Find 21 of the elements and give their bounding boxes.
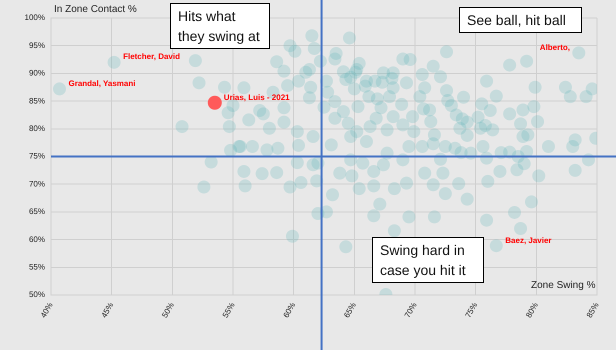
annotation: Urias, Luis - 2021 <box>224 92 290 102</box>
x-axis-title: Zone Swing % <box>531 280 596 291</box>
y-tick-label: 80% <box>28 124 45 134</box>
annotation: Hits what they swing at <box>170 3 270 49</box>
annotation: See ball, hit ball <box>459 7 582 33</box>
y-tick-label: 65% <box>28 207 45 216</box>
annotation: Grandal, Yasmani <box>68 78 136 88</box>
annotation: Alberto, <box>540 42 570 52</box>
y-tick-label: 70% <box>28 179 45 188</box>
y-tick-label: 75% <box>28 152 45 161</box>
annotation: Fletcher, David <box>123 52 180 62</box>
y-tick-label: 90% <box>28 68 45 78</box>
y-tick-label: 50% <box>28 290 45 300</box>
y-tick-label: 100% <box>24 13 45 22</box>
y-tick-label: 85% <box>28 96 45 106</box>
y-axis-title: In Zone Contact % <box>54 4 137 15</box>
annotation: Baez, Javier <box>505 236 552 245</box>
y-tick-label: 60% <box>28 234 45 244</box>
y-tick-label: 55% <box>28 262 45 272</box>
annotation: Swing hard in case you hit it <box>372 237 484 283</box>
y-tick-label: 95% <box>28 40 45 50</box>
